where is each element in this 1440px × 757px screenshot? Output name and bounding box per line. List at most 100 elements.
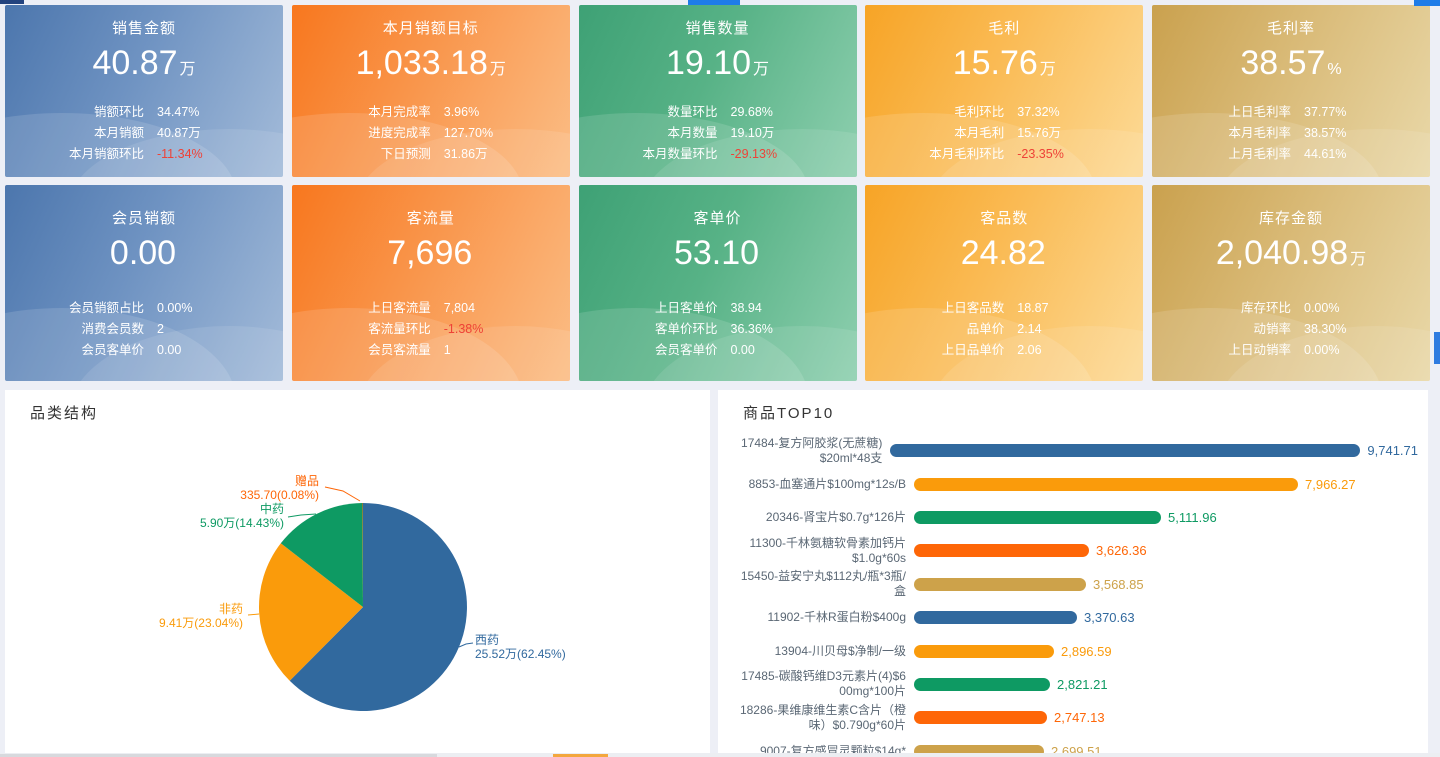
kpi-card-9[interactable]: 客品数 24.82 上日客品数 18.87 品单价 2.14 上日品单价 2.06 xyxy=(865,185,1144,381)
top10-row-7: 13904-川贝母$净制/一级 2,896.59 xyxy=(738,634,1418,667)
top10-bar[interactable] xyxy=(914,477,1298,491)
kpi-unit: 万 xyxy=(1350,251,1367,268)
kpi-card-2[interactable]: 本月销额目标 1,033.18 万本月完成率 3.96% 进度完成率 127.70% 下日预… xyxy=(291,5,570,177)
kpi-grid: 销售金额 40.87 万销额环比 34.47% 本月销额 40.87万 本月销额环比 -11.… xyxy=(5,5,1430,381)
top10-bar[interactable] xyxy=(914,510,1161,524)
kpi-stat-row: 数量环比 29.68% xyxy=(579,102,857,123)
kpi-stat-label: 毛利环比 xyxy=(954,105,1005,119)
kpi-stat-row: 会员客单价 0.00 xyxy=(5,340,283,361)
kpi-stat-row: 下日预测 31.86万 xyxy=(292,144,570,165)
kpi-stat-value: 127.70% xyxy=(443,126,494,140)
pie-label-3: 中药 5.90万(14.43%) xyxy=(200,502,284,530)
top10-bar-value: 9,741.71 xyxy=(1367,443,1418,459)
top10-bar[interactable] xyxy=(890,444,1361,458)
kpi-stat-label: 本月毛利环比 xyxy=(929,147,1005,161)
kpi-card-6[interactable]: 会员销额 0.00 会员销额占比 0.00% 消费会员数 2 会员客单价 0.00 xyxy=(5,185,283,381)
pie-label-line xyxy=(247,613,260,616)
kpi-card-8[interactable]: 客单价 53.10 上日客单价 38.94 客单价环比 36.36% 会员客单价 0.00 xyxy=(578,185,857,381)
kpi-stat-value: 40.87万 xyxy=(157,126,201,140)
top10-bar-value: 3,626.36 xyxy=(1096,543,1147,559)
kpi-stats: 上日客流量 7,804 客流量环比 -1.38% 会员客流量 1 xyxy=(292,298,570,381)
bottom-scrollbar-accent[interactable] xyxy=(553,754,608,757)
kpi-stat-label: 客单价环比 xyxy=(654,322,718,336)
kpi-stat-value: -1.38% xyxy=(443,322,484,336)
kpi-stat-label: 本月毛利 xyxy=(954,126,1005,140)
top10-row-1: 17484-复方阿胶浆(无蔗糖)$20ml*48支 9,741.71 xyxy=(738,434,1418,467)
kpi-card-7[interactable]: 客流量 7,696 上日客流量 7,804 客流量环比 -1.38% 会员客流量 1 xyxy=(291,185,570,381)
pie-label-value: 25.52万(62.45%) xyxy=(475,647,566,661)
kpi-stat-label: 本月数量 xyxy=(667,126,718,140)
scrollbar-fragment-top-right[interactable] xyxy=(1414,0,1440,6)
kpi-stat-label: 本月完成率 xyxy=(368,105,431,119)
kpi-card-5[interactable]: 毛利率 38.57% 上日毛利率 37.77% 本月毛利率 38.57% 上月毛利率 44.6… xyxy=(1152,5,1430,177)
kpi-card-4[interactable]: 毛利 15.76 万毛利环比 37.32% 本月毛利 15.76万 本月毛利环比 -23.35… xyxy=(865,5,1144,177)
kpi-stat-value: 19.10万 xyxy=(730,126,775,140)
kpi-card-3[interactable]: 销售数量 19.10 万数量环比 29.68% 本月数量 19.10万 本月数量环比 -29.… xyxy=(578,5,857,177)
pie-slice-4[interactable] xyxy=(362,502,364,607)
top10-bar-track: 2,821.21 xyxy=(914,677,1418,692)
kpi-stat-label: 上月毛利率 xyxy=(1228,147,1291,161)
kpi-stat-label: 本月数量环比 xyxy=(642,147,718,161)
bar-panel-title: 商品TOP10 xyxy=(743,405,835,422)
pie-label-value: 9.41万(23.04%) xyxy=(158,616,243,630)
top10-row-8: 17485-碳酸钙维D3元素片(4)$600mg*100片 2,821.21 xyxy=(738,668,1418,701)
top10-item-label: 17484-复方阿胶浆(无蔗糖)$20ml*48支 xyxy=(741,435,883,465)
top10-row-5: 15450-益安宁丸$112丸/瓶*3瓶/盒 3,568.85 xyxy=(738,568,1418,601)
kpi-stat-row: 品单价 2.14 xyxy=(865,319,1143,340)
kpi-stat-label: 品单价 xyxy=(966,322,1005,336)
kpi-card-1[interactable]: 销售金额 40.87 万销额环比 34.47% 本月销额 40.87万 本月销额环比 -11.… xyxy=(5,5,283,177)
top10-bar[interactable] xyxy=(914,677,1050,691)
kpi-stats: 毛利环比 37.32% 本月毛利 15.76万 本月毛利环比 -23.35% xyxy=(865,102,1143,177)
kpi-stat-row: 本月数量环比 -29.13% xyxy=(579,144,857,165)
top10-bar[interactable] xyxy=(914,577,1086,591)
pie-label-name: 非药 xyxy=(218,602,243,616)
kpi-stat-value: -29.13% xyxy=(730,147,778,161)
kpi-stat-value: 31.86万 xyxy=(443,147,488,161)
bottom-scrollbar-track[interactable] xyxy=(0,753,1440,757)
kpi-stat-label: 本月销额 xyxy=(93,126,144,140)
pie-slice-3[interactable] xyxy=(280,503,363,607)
bottom-scrollbar-thumb[interactable] xyxy=(0,754,437,757)
top10-item-label: 17485-碳酸钙维D3元素片(4)$600mg*100片 xyxy=(741,669,906,699)
pie-slice-1[interactable] xyxy=(289,503,467,711)
kpi-stat-label: 会员客流量 xyxy=(368,343,431,357)
kpi-stats: 数量环比 29.68% 本月数量 19.10万 本月数量环比 -29.13% xyxy=(579,102,857,177)
kpi-stat-row: 上日客单价 38.94 xyxy=(579,298,857,319)
kpi-stat-label: 库存环比 xyxy=(1240,301,1291,315)
top10-bar[interactable] xyxy=(914,611,1077,625)
kpi-title: 本月销额目标 xyxy=(382,20,479,37)
kpi-stat-value: 0.00% xyxy=(157,301,193,315)
kpi-stats: 库存环比 0.00% 动销率 38.30% 上日动销率 0.00% xyxy=(1152,298,1430,381)
kpi-value: 1,033.18 万 xyxy=(355,44,506,82)
kpi-stat-row: 进度完成率 127.70% xyxy=(292,123,570,144)
kpi-stat-label: 上日毛利率 xyxy=(1228,105,1291,119)
kpi-card-10[interactable]: 库存金额 2,040.98 万库存环比 0.00% 动销率 38.30% 上日动销率 0.00… xyxy=(1152,185,1430,381)
kpi-stat-row: 本月毛利环比 -23.35% xyxy=(865,144,1143,165)
top10-bar[interactable] xyxy=(914,644,1054,658)
kpi-stat-row: 本月毛利率 38.57% xyxy=(1152,123,1430,144)
kpi-stat-value: 2.06 xyxy=(1017,343,1042,357)
kpi-stat-label: 消费会员数 xyxy=(81,322,144,336)
kpi-stat-row: 客单价环比 36.36% xyxy=(579,319,857,340)
top10-row-9: 18286-果维康维生素C含片（橙味）$0.790g*60片 2,747.13 xyxy=(738,701,1418,734)
scrollbar-fragment-top-center[interactable] xyxy=(688,0,740,5)
kpi-stat-value: 36.36% xyxy=(730,322,773,336)
top10-bar[interactable] xyxy=(914,711,1047,725)
top10-item-label: 18286-果维康维生素C含片（橙味）$0.790g*60片 xyxy=(739,702,906,732)
kpi-stat-value: 18.87 xyxy=(1017,301,1049,315)
kpi-unit: 万 xyxy=(179,61,196,78)
top10-item-label: 11902-千林R蛋白粉$400g xyxy=(767,610,906,625)
kpi-stats: 销额环比 34.47% 本月销额 40.87万 本月销额环比 -11.34% xyxy=(5,102,283,177)
kpi-stat-label: 下日预测 xyxy=(380,147,431,161)
kpi-stat-row: 本月数量 19.10万 xyxy=(579,123,857,144)
top10-item-label: 11300-千林氨糖软骨素加钙片$1.0g*60s xyxy=(749,535,906,565)
kpi-stat-row: 会员客单价 0.00 xyxy=(579,340,857,361)
kpi-value: 15.76 万 xyxy=(952,44,1056,82)
kpi-stats: 上日客单价 38.94 客单价环比 36.36% 会员客单价 0.00 xyxy=(579,298,857,381)
top10-bar[interactable] xyxy=(914,544,1089,558)
pie-label-line xyxy=(458,642,474,648)
scrollbar-fragment-right[interactable] xyxy=(1434,332,1440,364)
pie-slice-2[interactable] xyxy=(258,543,363,681)
edge-fragment-top-left xyxy=(0,0,24,4)
pie-label-line xyxy=(287,513,317,518)
